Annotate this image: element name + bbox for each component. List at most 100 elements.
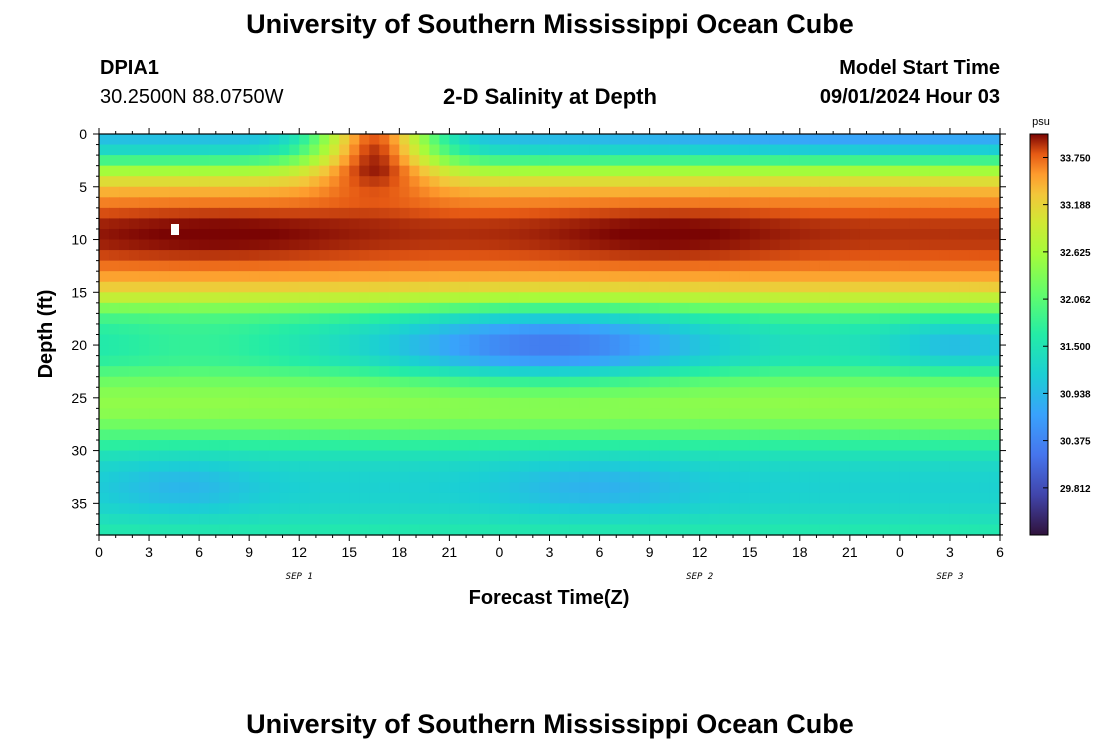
heatmap-cell [579,418,591,431]
heatmap-cell [769,313,781,325]
heatmap-cell [199,197,210,209]
heatmap-cell [139,250,150,262]
heatmap-cell [829,207,841,220]
heatmap-cell [449,323,460,336]
heatmap-cell [769,429,781,441]
heatmap-cell [219,471,230,483]
heatmap-cell [639,366,651,378]
heatmap-cell [939,408,951,420]
heatmap-cell [479,376,491,388]
heatmap-cell [739,429,751,441]
heatmap-cell [749,323,761,336]
heatmap-cell [459,207,471,220]
heatmap-cell [219,218,230,230]
heatmap-cell [879,271,891,283]
heatmap-cell [639,197,651,209]
heatmap-cell [219,503,230,515]
heatmap-cell [229,186,240,198]
heatmap-cell [299,524,310,536]
heatmap-cell [639,408,651,420]
heatmap-cell [689,482,701,494]
heatmap-cell [509,250,521,262]
heatmap-cell [599,334,611,346]
heatmap-cell [209,461,220,473]
heatmap-cell [249,440,260,452]
heatmap-cell [479,366,491,378]
heatmap-cell [559,165,571,177]
heatmap-cell [509,355,521,367]
heatmap-cell [259,429,270,441]
heatmap-cell [229,461,240,473]
heatmap-cell [369,281,380,293]
heatmap-cell [639,186,651,198]
heatmap-cell [919,186,931,198]
heatmap-cell [309,250,320,262]
heatmap-cell [809,134,821,146]
heatmap-cell [919,197,931,209]
heatmap-cell [619,313,631,325]
heatmap-cell [609,492,621,504]
heatmap-cell [649,281,661,293]
heatmap-cell [839,461,851,473]
heatmap-cell [259,134,270,146]
heatmap-cell [109,334,120,346]
heatmap-cell [219,302,230,314]
heatmap-cell [309,482,320,494]
heatmap-cell [429,513,440,526]
heatmap-cell [609,302,621,314]
date-label: SEP 1 [286,572,313,582]
heatmap-cell [649,250,661,262]
heatmap-cell [619,207,631,220]
heatmap-cell [289,471,300,483]
heatmap-cell [329,524,340,536]
heatmap-cell [539,197,551,209]
heatmap-cell [309,313,320,325]
heatmap-cell [579,461,591,473]
heatmap-cell [899,366,911,378]
heatmap-cell [519,186,531,198]
heatmap-cell [409,228,420,241]
heatmap-cell [369,302,380,314]
heatmap-cell [659,440,671,452]
heatmap-cell [639,281,651,293]
heatmap-cell [439,155,450,167]
heatmap-cell [469,281,481,293]
heatmap-cell [289,418,300,431]
heatmap-cell [979,292,991,304]
heatmap-cell [539,524,551,536]
heatmap-cell [889,239,901,251]
heatmap-cell [429,207,440,220]
heatmap-cell [399,186,410,198]
heatmap-cell [499,228,511,241]
heatmap-cell [149,355,160,367]
heatmap-cell [429,281,440,293]
heatmap-cell [419,376,430,388]
heatmap-cell [699,197,711,209]
heatmap-cell [899,387,911,399]
heatmap-cell [949,323,961,336]
heatmap-cell [149,461,160,473]
heatmap-cell [839,513,851,526]
x-tick-label: 9 [646,544,654,560]
x-tick-label: 12 [692,544,708,560]
heatmap-cell [729,228,741,241]
heatmap-cell [869,281,881,293]
heatmap-cell [869,197,881,209]
heatmap-cell [469,376,481,388]
heatmap-cell [469,471,481,483]
heatmap-cell [559,281,571,293]
heatmap-cell [499,524,511,536]
heatmap-cell [399,155,410,167]
heatmap-cell [739,134,751,146]
heatmap-cell [489,186,501,198]
heatmap-cell [139,355,150,367]
heatmap-cell [989,176,1001,188]
heatmap-cell [239,429,250,441]
heatmap-cell [669,429,681,441]
heatmap-cell [589,228,601,241]
heatmap-cell [579,186,591,198]
heatmap-cell [439,524,450,536]
heatmap-cell [369,134,380,146]
heatmap-cell [309,260,320,272]
heatmap-cell [199,292,210,304]
